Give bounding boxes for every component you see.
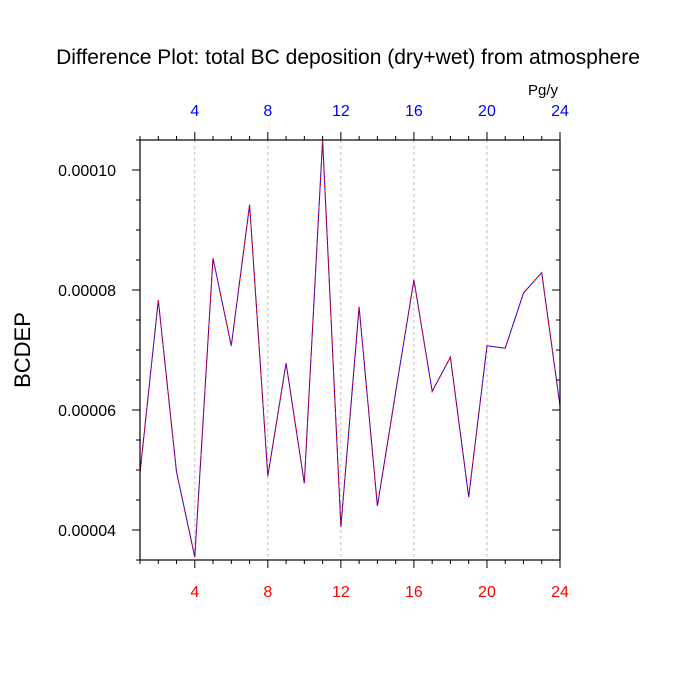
x-tick-label-top: 16 (405, 103, 423, 120)
grid-lines (194, 140, 561, 560)
x-tick-label-bottom: 24 (551, 584, 569, 601)
series-line-2 (139, 139, 561, 558)
plot-frame (139, 139, 561, 561)
y-tick-label: 0.00008 (58, 283, 116, 300)
x-tick-label-bottom: 12 (332, 584, 350, 601)
y-tick-label: 0.00006 (58, 403, 116, 420)
x-tick-label-bottom: 16 (405, 584, 423, 601)
series-line-1 (139, 139, 561, 558)
y-axis-label: BCDEP (10, 312, 35, 388)
axis-tick-labels: 4 4 8 8 12 12 16 16 20 20 24 24 0.00004 0.00006 0.0000… (58, 103, 569, 601)
x-tick-label-top: 4 (190, 103, 199, 120)
axis-ticks (132, 132, 561, 568)
chart-title: Difference Plot: total BC deposition (dr… (56, 46, 640, 69)
x-tick-label-top: 8 (263, 103, 272, 120)
x-tick-label-top: 24 (551, 103, 569, 120)
x-tick-label-bottom: 4 (190, 584, 199, 601)
x-tick-label-bottom: 8 (263, 584, 272, 601)
units-label: Pg/y (528, 82, 559, 99)
x-tick-label-bottom: 20 (478, 584, 496, 601)
y-tick-label: 0.00010 (58, 163, 116, 180)
series-lines (139, 139, 561, 558)
x-tick-label-top: 20 (478, 103, 496, 120)
x-tick-label-top: 12 (332, 103, 350, 120)
y-tick-label: 0.00004 (58, 523, 116, 540)
